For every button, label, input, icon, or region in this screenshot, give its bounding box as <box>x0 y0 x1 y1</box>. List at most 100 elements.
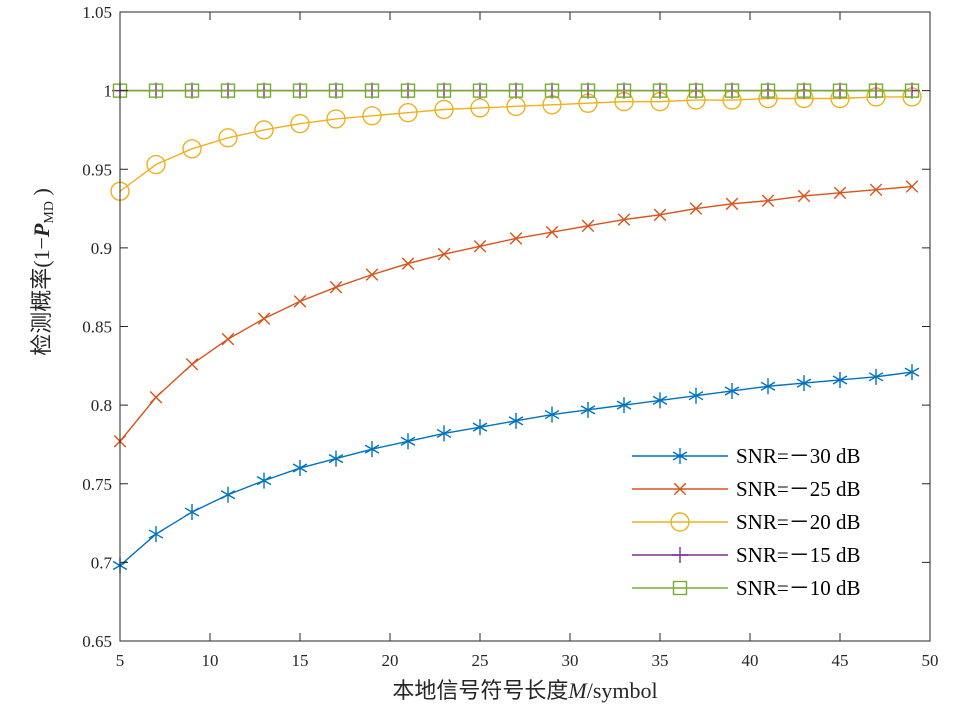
series-1-point <box>256 472 272 489</box>
x-tick-label: 35 <box>652 651 669 670</box>
series-2-point <box>185 357 199 371</box>
series-5-point <box>544 83 560 98</box>
series-5-point <box>580 83 596 98</box>
series-3-point <box>254 120 274 140</box>
series-3-point <box>434 99 454 120</box>
svg-text:检测概率(1−PMD ): 检测概率(1−PMD ) <box>29 188 57 356</box>
series-2-point <box>689 202 703 215</box>
series-2-point <box>797 189 811 203</box>
series-3-point <box>146 154 166 175</box>
series-layer <box>110 82 922 574</box>
series-1-point <box>400 433 416 450</box>
y-tick-label: 0.95 <box>82 160 112 179</box>
series-1-point <box>724 382 740 399</box>
series-2-point <box>149 391 163 404</box>
x-tick-label: 5 <box>116 651 125 670</box>
series-5-point <box>868 83 884 98</box>
y-tick-label: 0.9 <box>91 239 112 258</box>
series-2-point <box>365 268 379 281</box>
series-5-point <box>220 83 236 98</box>
series-5-point <box>832 83 848 98</box>
series-2-point <box>905 180 919 193</box>
legend-label: SNR=－30 dB <box>736 444 860 468</box>
series-3-point <box>182 139 202 159</box>
legend-item-3: SNR=－20 dB <box>632 510 860 534</box>
y-tick-label: 1 <box>104 82 113 101</box>
series-2-point <box>617 213 631 226</box>
series-2-point <box>473 240 487 253</box>
series-5-point <box>184 83 200 98</box>
x-axis-label-prefix: 本地信号符号长度 <box>392 678 568 703</box>
series-2-point <box>653 208 667 222</box>
series-2-point <box>221 332 235 346</box>
series-1-point <box>904 364 920 381</box>
legend-item-4: SNR=－15 dB <box>632 543 860 567</box>
series-1-point <box>616 397 632 414</box>
x-tick-label: 40 <box>742 651 759 670</box>
y-axis-label-tail: ) <box>29 188 54 201</box>
series-1-point <box>220 486 236 503</box>
series-3-point <box>362 106 382 126</box>
legend-label: SNR=－25 dB <box>736 477 860 501</box>
x-axis-label-suffix: /symbol <box>587 678 658 703</box>
series-3-point <box>326 109 346 129</box>
series-5-point <box>652 83 668 98</box>
x-tick-label: 25 <box>472 651 489 670</box>
series-3-point <box>218 128 238 148</box>
y-tick-label: 0.65 <box>82 632 112 651</box>
x-tick-label: 50 <box>922 651 939 670</box>
legend-marker <box>673 482 687 496</box>
y-axis-label-variable: P <box>29 223 54 238</box>
axes <box>119 11 931 642</box>
legend-marker <box>672 580 688 596</box>
series-3-line <box>119 96 912 192</box>
series-2-point <box>725 197 739 211</box>
legend: SNR=－30 dB SNR=－25 dB SNR=－20 dB SNR=－15 dB… <box>619 437 921 609</box>
legend-label: SNR=－10 dB <box>736 576 860 600</box>
series-2-point <box>761 194 775 207</box>
series-3-point <box>470 98 490 118</box>
series-5-point <box>148 83 164 98</box>
y-tick-label: 0.75 <box>82 475 112 494</box>
legend-box <box>619 437 921 609</box>
tick-labels: 5 10 15 20 25 30 35 40 45 50 0.65 0.7 0.75 0.8 0.85 0.9… <box>82 3 938 670</box>
series-2-point <box>437 247 451 261</box>
y-axis-label-main: 检测概率(1− <box>29 237 54 356</box>
series-5-point <box>364 83 380 98</box>
series-5-point <box>256 83 272 98</box>
series-1-point <box>328 450 344 467</box>
legend-label: SNR=－20 dB <box>736 510 860 534</box>
series-2-point <box>401 257 415 270</box>
series-1-point <box>868 368 884 385</box>
series-3-point <box>290 113 310 134</box>
legend-marker <box>672 448 688 464</box>
series-2-point <box>293 295 307 308</box>
series-5-point <box>616 83 632 98</box>
series-5-point <box>688 83 704 98</box>
y-tick-label: 0.8 <box>91 396 112 415</box>
series-5-point <box>436 83 452 98</box>
series-1-point <box>544 406 560 423</box>
series-2-point <box>329 280 343 294</box>
legend-item-5: SNR=－10 dB <box>632 576 860 600</box>
series-5-point <box>400 83 416 98</box>
series-2-point <box>257 312 271 325</box>
legend-marker <box>672 547 688 563</box>
series-1-point <box>688 387 704 404</box>
x-tick-label: 30 <box>562 651 579 670</box>
x-tick-label: 15 <box>292 651 309 670</box>
legend-marker <box>670 512 690 532</box>
x-tick-label: 45 <box>832 651 849 670</box>
series-5-point <box>508 83 524 98</box>
legend-label: SNR=－15 dB <box>736 543 860 567</box>
legend-item-2: SNR=－25 dB <box>632 477 860 501</box>
series-1-point <box>436 425 452 442</box>
x-tick-label: 20 <box>382 651 399 670</box>
y-tick-label: 1.05 <box>82 3 112 22</box>
y-tick-label: 0.85 <box>82 318 112 337</box>
series-5-point <box>292 83 308 98</box>
series-1-point <box>652 392 668 409</box>
series-1 <box>112 364 920 574</box>
series-1-point <box>292 460 308 477</box>
series-5-point <box>796 83 812 98</box>
